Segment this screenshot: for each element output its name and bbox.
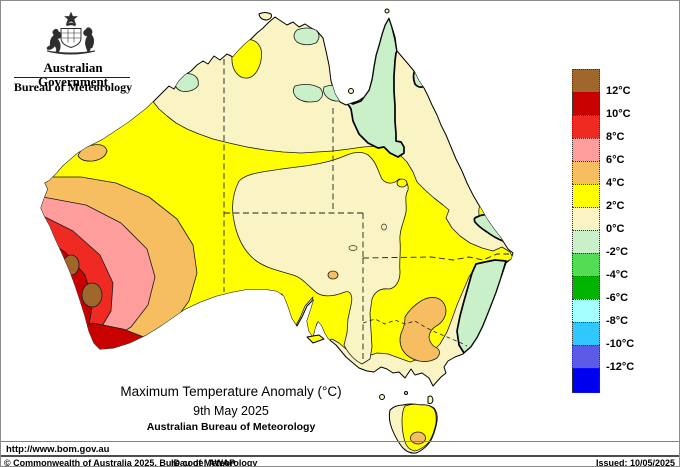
- legend-swatch: [572, 161, 600, 186]
- lake-outline: [381, 223, 387, 231]
- region-central-cream: [232, 151, 409, 365]
- region-yellow-spot-inland: [396, 178, 408, 188]
- legend-label: 2°C: [606, 200, 625, 212]
- copyright-text: © Commonwealth of Australia 2025, Bureau…: [4, 458, 258, 467]
- legend-swatch: [572, 322, 600, 347]
- tasmania: [388, 403, 438, 454]
- map-date: 9th May 2025: [193, 404, 269, 418]
- legend-label: 0°C: [606, 223, 625, 235]
- region-daly-green: [293, 84, 323, 103]
- region-nsw-coast-green: [456, 259, 507, 354]
- region-sw-brown-spot: [62, 254, 80, 276]
- header-divider: [14, 77, 130, 78]
- region-sa-orange-spot: [327, 270, 339, 280]
- legend-label: -4°C: [606, 269, 629, 281]
- legend-swatch: [572, 207, 600, 232]
- legend-swatch: [572, 115, 600, 140]
- bureau-title: Bureau of Meteorology: [13, 80, 133, 94]
- legend-label: -10°C: [606, 338, 635, 350]
- footer-divider-top: [1, 441, 679, 442]
- island-kangaroo: [306, 334, 325, 344]
- island-bass: [404, 391, 408, 395]
- lake-outline: [348, 245, 358, 251]
- map-title: Maximum Temperature Anomaly (°C): [120, 384, 342, 399]
- island-king: [379, 394, 385, 400]
- state-border-qld-nsw: [362, 253, 509, 261]
- legend-swatch: [572, 69, 600, 94]
- legend-label: 8°C: [606, 131, 625, 143]
- coat-of-arms-icon: [46, 11, 96, 55]
- footer-divider-bottom: [1, 455, 679, 457]
- legend-label: 12°C: [606, 85, 631, 97]
- island-melville: [258, 12, 272, 21]
- region-kimberley-green: [174, 73, 199, 92]
- legend: 12°C 10°C 8°C 6°C 4°C 2°C 0°C -2°C -4°C -6°C -8°C -…: [572, 69, 679, 394]
- legend-label: 6°C: [606, 154, 625, 166]
- legend-swatch: [572, 368, 600, 393]
- legend-swatch: [572, 138, 600, 163]
- legend-swatch: [572, 92, 600, 117]
- map-organisation: Australian Bureau of Meteorology: [146, 421, 316, 433]
- legend-label: -12°C: [606, 361, 635, 373]
- island-groote: [348, 88, 354, 94]
- legend-swatch: [572, 345, 600, 370]
- legend-swatch: [572, 253, 600, 278]
- island-flinders: [427, 395, 434, 405]
- legend-label: 4°C: [606, 177, 625, 189]
- legend-label: -6°C: [606, 292, 629, 304]
- id-code-text: ID code: AWAP: [171, 458, 236, 467]
- legend-swatch: [572, 299, 600, 324]
- region-capeyork-green: [345, 17, 405, 158]
- region-sw-brown-spot: [81, 282, 103, 308]
- region-cairns-green: [412, 66, 429, 88]
- region-nswvic-orange: [399, 297, 447, 362]
- region-topend-green: [293, 27, 320, 46]
- legend-swatch: [572, 184, 600, 209]
- legend-label: 10°C: [606, 108, 631, 120]
- government-title: Australian Government: [37, 60, 109, 89]
- region-tasmania-orange-spot: [410, 431, 426, 445]
- bom-url: http://www.bom.gov.au: [6, 444, 110, 455]
- legend-swatch: [572, 230, 600, 255]
- issued-text: Issued: 10/05/2025: [595, 458, 675, 467]
- island-torres: [384, 8, 390, 14]
- legend-label: -2°C: [606, 246, 629, 258]
- legend-label: -8°C: [606, 315, 629, 327]
- legend-swatch: [572, 276, 600, 301]
